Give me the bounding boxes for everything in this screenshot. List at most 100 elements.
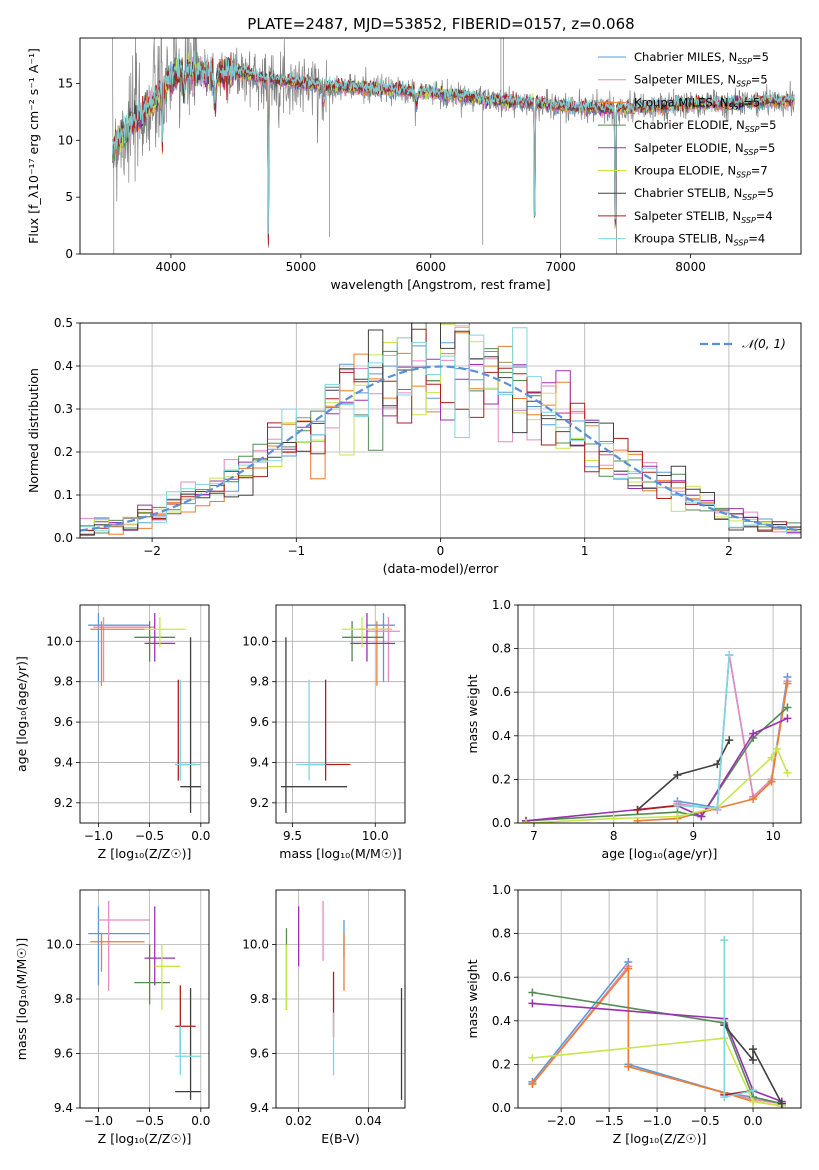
- weight-marker: [528, 988, 537, 997]
- residual-histogram-kroupa-stelib: [80, 327, 801, 535]
- x-axis-label: wavelength [Angstrom, rest frame]: [330, 277, 550, 292]
- weight-marker: [725, 651, 734, 660]
- weight-marker: [749, 1045, 758, 1054]
- x-tick-label: 0.02: [285, 1114, 312, 1128]
- legend-entry: Kroupa STELIB, NSSP=4: [634, 232, 765, 248]
- axes-frame: [275, 604, 406, 824]
- x-tick-label: −1.5: [595, 1114, 624, 1128]
- x-axis-label: mass [log₁₀(M/M☉)]: [279, 846, 401, 861]
- x-tick-label: 0: [437, 544, 445, 558]
- legend-entry: Kroupa ELODIE, NSSP=7: [634, 164, 768, 180]
- weight-line-kroupa-elodie: [525, 747, 789, 823]
- y-tick-label: 10.0: [46, 938, 73, 952]
- weight-marker: [609, 814, 618, 823]
- legend-entry: Kroupa MILES, NSSP=5: [634, 95, 760, 111]
- y-tick-label: 0.0: [492, 816, 511, 830]
- legend-entry: Chabrier STELIB, NSSP=5: [634, 186, 774, 202]
- x-tick-label: 0.04: [355, 1114, 382, 1128]
- y-tick-label: 9.2: [54, 796, 73, 810]
- weight-line-salpeter-stelib: [637, 804, 678, 811]
- weight-line-kroupa-stelib: [723, 940, 754, 1099]
- weight-marker: [767, 753, 776, 762]
- x-tick-label: 4000: [156, 260, 187, 274]
- x-tick-label: 9.5: [283, 829, 302, 843]
- y-tick-label: 15: [58, 76, 73, 90]
- weight-marker: [725, 736, 734, 745]
- x-tick-label: −0.5: [690, 1114, 719, 1128]
- y-tick-label: 9.4: [54, 755, 73, 769]
- weight-marker: [673, 812, 682, 821]
- x-axis-label: (data-model)/error: [383, 561, 500, 576]
- weight-marker: [673, 771, 682, 780]
- x-tick-label: 10.0: [362, 829, 389, 843]
- weight-marker: [521, 819, 530, 823]
- gaussian-legend-label: 𝒩(0, 1): [742, 337, 786, 351]
- x-tick-label: 5000: [286, 260, 317, 274]
- weight-marker: [528, 999, 537, 1008]
- y-tick-label: 9.8: [54, 675, 73, 689]
- y-tick-label: 0.6: [492, 970, 511, 984]
- x-tick-label: 1: [581, 544, 589, 558]
- y-tick-label: 9.4: [250, 755, 269, 769]
- x-tick-label: 2: [725, 544, 733, 558]
- x-tick-label: 7000: [545, 260, 576, 274]
- weight-marker: [783, 679, 792, 688]
- y-tick-label: 0.0: [54, 531, 73, 545]
- y-tick-label: 9.8: [54, 992, 73, 1006]
- x-tick-label: −0.5: [135, 829, 164, 843]
- y-tick-label: 0.8: [492, 642, 511, 656]
- mass-vs-ebv-panel: 0.02 0.04 9.4 9.6 9.8 10.0 E(B-V): [242, 889, 406, 1146]
- y-tick-label: 5: [65, 190, 73, 204]
- mass-vs-metallicity-panel: −1.0 −0.5 0.0 9.4 9.6 9.8 10.0 Z [log₁₀(Z/Z☉)] m…: [14, 889, 210, 1146]
- y-axis-label: mass weight: [465, 674, 480, 753]
- weight-marker: [673, 801, 682, 810]
- y-tick-label: 0.4: [54, 359, 73, 373]
- weight-marker: [749, 1056, 758, 1065]
- weight-marker: [783, 768, 792, 777]
- weight-marker: [749, 795, 758, 804]
- y-axis-label: age [log₁₀(age/yr)]: [14, 656, 29, 772]
- x-tick-label: 8000: [675, 260, 706, 274]
- age-vs-metallicity-panel: −1.0 −0.5 0.0 9.2 9.4 9.6 9.8 10.0 Z [log₁₀(Z/Z☉…: [14, 604, 210, 861]
- x-tick-label: 9: [690, 829, 698, 843]
- y-tick-label: 0.4: [492, 729, 511, 743]
- weight-line-salpeter-elodie: [532, 1002, 783, 1103]
- y-tick-label: 0.2: [492, 772, 511, 786]
- y-axis-label: Normed distribution: [26, 368, 41, 493]
- weight-vs-age-panel: 7 8 9 10 0.0 0.2 0.4 0.6 0.8 1.0 age [log₁₀(age/yr…: [465, 598, 802, 861]
- weight-vs-metallicity-panel: −2.0 −1.5 −1.0 −0.5 0.0 0.0 0.2 0.4 0.6 0.8 1.0 Z […: [465, 883, 802, 1146]
- weight-line-chabrier-stelib: [723, 1024, 783, 1104]
- y-tick-label: 9.6: [250, 1047, 269, 1061]
- legend-entry: Salpeter MILES, NSSP=5: [634, 73, 768, 89]
- residual-histogram-salpeter-stelib: [80, 328, 801, 532]
- y-axis-label: Flux [f_λ10⁻¹⁷ erg cm⁻² s⁻¹ A⁻¹]: [26, 48, 41, 244]
- weight-marker: [633, 805, 642, 814]
- weight-marker: [773, 744, 782, 753]
- x-tick-label: 7: [530, 829, 538, 843]
- y-tick-label: 10.0: [242, 634, 269, 648]
- x-tick-label: 10: [765, 829, 780, 843]
- y-tick-label: 0.4: [492, 1014, 511, 1028]
- x-tick-label: −1.0: [643, 1114, 672, 1128]
- axes-frame: [517, 604, 802, 824]
- weight-marker: [777, 1099, 786, 1108]
- weight-marker: [697, 812, 706, 821]
- y-tick-label: 9.4: [250, 1101, 269, 1115]
- age-vs-mass-panel: 9.5 10.0 9.2 9.4 9.6 9.8 10.0 mass [log₁₀(M/M☉)…: [242, 604, 406, 861]
- residual-histogram-chabrier-stelib: [80, 323, 801, 535]
- legend-entry: Salpeter STELIB, NSSP=4: [634, 209, 773, 225]
- y-axis-label: mass weight: [465, 959, 480, 1038]
- x-axis-label: Z [log₁₀(Z/Z☉)]: [613, 1131, 707, 1146]
- y-tick-label: 10.0: [242, 938, 269, 952]
- weight-marker: [767, 777, 776, 786]
- weight-marker: [749, 729, 758, 738]
- y-tick-label: 0.2: [492, 1057, 511, 1071]
- x-tick-label: −1.0: [84, 1114, 113, 1128]
- y-tick-label: 0.5: [54, 316, 73, 330]
- x-tick-label: 6000: [415, 260, 446, 274]
- y-tick-label: 9.6: [250, 715, 269, 729]
- x-tick-label: −1.0: [84, 829, 113, 843]
- y-tick-label: 9.6: [54, 715, 73, 729]
- legend-entry: Salpeter ELODIE, NSSP=5: [634, 141, 775, 157]
